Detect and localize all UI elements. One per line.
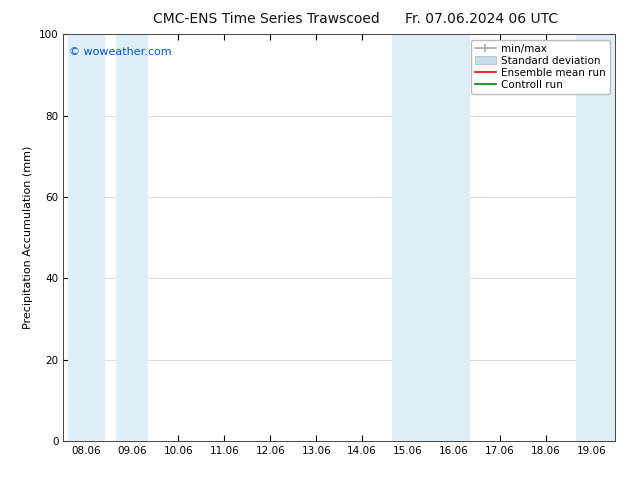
- Bar: [392, 34, 470, 441]
- Legend: min/max, Standard deviation, Ensemble mean run, Controll run: min/max, Standard deviation, Ensemble me…: [470, 40, 610, 94]
- Text: CMC-ENS Time Series Trawscoed: CMC-ENS Time Series Trawscoed: [153, 12, 380, 26]
- Bar: [576, 34, 615, 441]
- Bar: [68, 34, 105, 441]
- Bar: [116, 34, 148, 441]
- Y-axis label: Precipitation Accumulation (mm): Precipitation Accumulation (mm): [23, 146, 34, 329]
- Text: © woweather.com: © woweather.com: [69, 47, 172, 56]
- Text: Fr. 07.06.2024 06 UTC: Fr. 07.06.2024 06 UTC: [405, 12, 559, 26]
